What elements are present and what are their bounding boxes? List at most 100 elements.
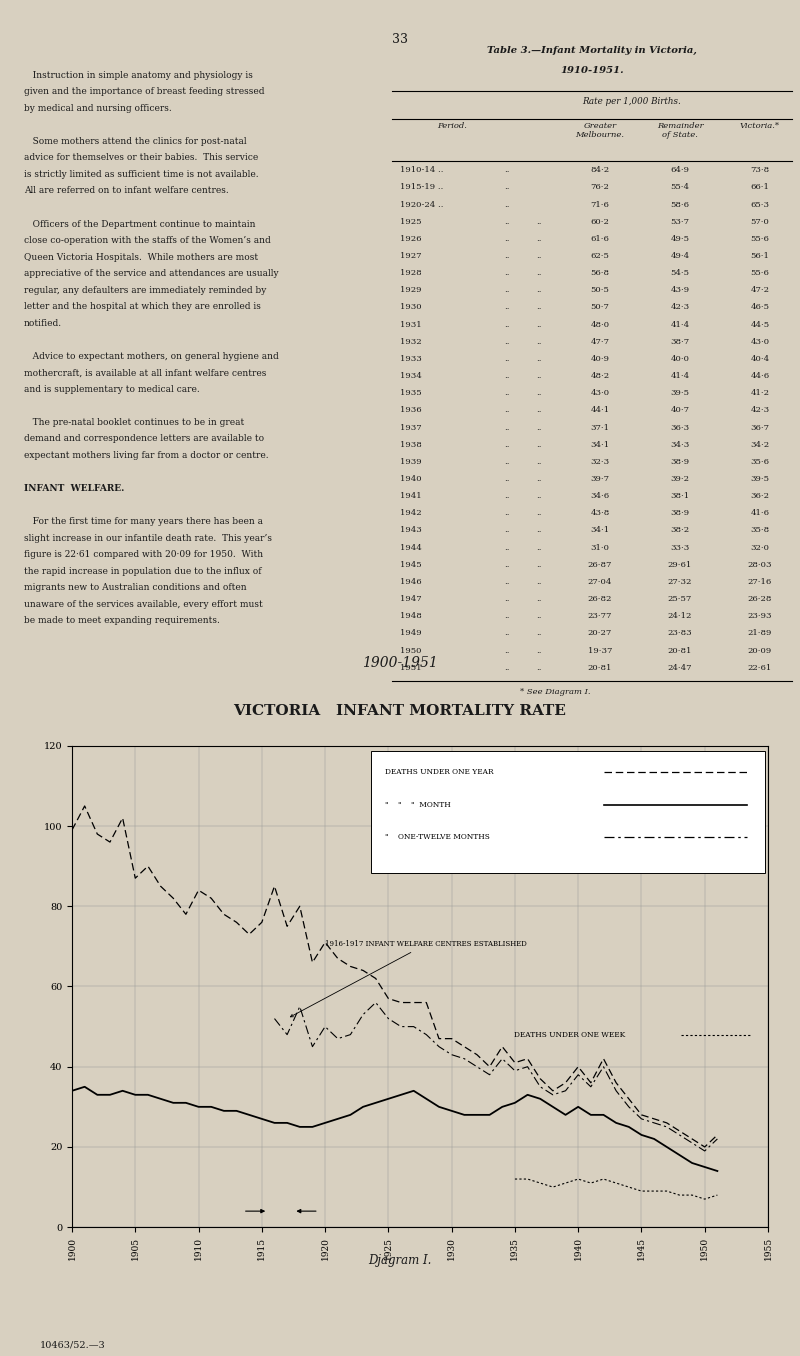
Text: ..: .. xyxy=(504,629,510,637)
Text: close co-operation with the staffs of the Women’s and: close co-operation with the staffs of th… xyxy=(24,236,270,245)
Text: 1932: 1932 xyxy=(400,338,422,346)
Text: ..: .. xyxy=(504,663,510,671)
Text: ..: .. xyxy=(536,458,542,466)
Text: 47·2: 47·2 xyxy=(750,286,770,294)
Text: 1934: 1934 xyxy=(400,372,422,380)
Text: 1929: 1929 xyxy=(400,286,422,294)
Text: 39·5: 39·5 xyxy=(750,475,770,483)
Text: 40·9: 40·9 xyxy=(590,355,610,363)
Text: ..: .. xyxy=(504,304,510,312)
Text: 1928: 1928 xyxy=(400,268,422,277)
Text: Queen Victoria Hospitals.  While mothers are most: Queen Victoria Hospitals. While mothers … xyxy=(24,252,258,262)
Text: Period.: Period. xyxy=(437,122,467,130)
Text: 44·6: 44·6 xyxy=(750,372,770,380)
Text: ..: .. xyxy=(504,544,510,552)
Text: 38·9: 38·9 xyxy=(670,458,690,466)
Text: 33·3: 33·3 xyxy=(670,544,690,552)
Text: demand and correspondence letters are available to: demand and correspondence letters are av… xyxy=(24,434,264,443)
Text: ..: .. xyxy=(536,372,542,380)
Text: ..: .. xyxy=(536,475,542,483)
Text: given and the importance of breast feeding stressed: given and the importance of breast feedi… xyxy=(24,87,265,96)
Text: ..: .. xyxy=(504,286,510,294)
Text: 49·5: 49·5 xyxy=(670,235,690,243)
Text: ..: .. xyxy=(504,167,510,174)
Text: ..: .. xyxy=(536,629,542,637)
Text: 20·81: 20·81 xyxy=(668,647,692,655)
Text: 42·3: 42·3 xyxy=(670,304,690,312)
Text: 26·28: 26·28 xyxy=(748,595,772,603)
Text: 25·57: 25·57 xyxy=(668,595,692,603)
Text: 20·27: 20·27 xyxy=(588,629,612,637)
Text: Some mothers attend the clinics for post-natal: Some mothers attend the clinics for post… xyxy=(24,137,246,146)
Text: by medical and nursing officers.: by medical and nursing officers. xyxy=(24,104,172,113)
Text: Remainder
of State.: Remainder of State. xyxy=(657,122,703,140)
Text: ..: .. xyxy=(504,492,510,500)
Text: 38·2: 38·2 xyxy=(670,526,690,534)
Text: 39·5: 39·5 xyxy=(670,389,690,397)
Text: ..: .. xyxy=(536,492,542,500)
Text: figure is 22·61 compared with 20·09 for 1950.  With: figure is 22·61 compared with 20·09 for … xyxy=(24,551,263,559)
Text: 1947: 1947 xyxy=(400,595,422,603)
Text: 1900-1951: 1900-1951 xyxy=(362,656,438,670)
Text: 60·2: 60·2 xyxy=(590,218,610,225)
Text: 23·77: 23·77 xyxy=(588,612,612,620)
Text: mothercraft, is available at all infant welfare centres: mothercraft, is available at all infant … xyxy=(24,369,266,377)
Text: 1936: 1936 xyxy=(400,407,422,415)
Text: ..: .. xyxy=(536,526,542,534)
Text: 48·0: 48·0 xyxy=(590,320,610,328)
Text: 1939: 1939 xyxy=(400,458,422,466)
Text: ..: .. xyxy=(504,183,510,191)
Text: 1927: 1927 xyxy=(400,252,422,260)
Text: letter and the hospital at which they are enrolled is: letter and the hospital at which they ar… xyxy=(24,302,261,311)
Text: 43·8: 43·8 xyxy=(590,510,610,517)
Text: Officers of the Department continue to maintain: Officers of the Department continue to m… xyxy=(24,220,255,229)
Text: ..: .. xyxy=(504,578,510,586)
Text: 44·5: 44·5 xyxy=(750,320,770,328)
Text: 24·47: 24·47 xyxy=(668,663,692,671)
Text: 55·6: 55·6 xyxy=(750,268,770,277)
Text: 23·93: 23·93 xyxy=(748,612,772,620)
Text: 76·2: 76·2 xyxy=(590,183,610,191)
Text: the rapid increase in population due to the influx of: the rapid increase in population due to … xyxy=(24,567,262,576)
Text: ..: .. xyxy=(504,320,510,328)
Text: 61·6: 61·6 xyxy=(590,235,610,243)
Text: ..: .. xyxy=(504,526,510,534)
Text: 1935: 1935 xyxy=(400,389,422,397)
Text: ..: .. xyxy=(504,441,510,449)
Text: 1910-14 ..: 1910-14 .. xyxy=(400,167,443,174)
Text: ..: .. xyxy=(536,544,542,552)
Text: 41·4: 41·4 xyxy=(670,372,690,380)
Text: ..: .. xyxy=(536,338,542,346)
Text: 1943: 1943 xyxy=(400,526,422,534)
Text: 36·2: 36·2 xyxy=(750,492,770,500)
Text: 1942: 1942 xyxy=(400,510,422,517)
Text: 46·5: 46·5 xyxy=(750,304,770,312)
Text: VICTORIA   INFANT MORTALITY RATE: VICTORIA INFANT MORTALITY RATE xyxy=(234,705,566,719)
Text: ..: .. xyxy=(536,355,542,363)
Text: ..: .. xyxy=(536,595,542,603)
Text: 20·81: 20·81 xyxy=(588,663,612,671)
Text: 1950: 1950 xyxy=(400,647,422,655)
Text: ..: .. xyxy=(536,423,542,431)
Text: 84·2: 84·2 xyxy=(590,167,610,174)
Text: ..: .. xyxy=(536,320,542,328)
Text: 35·8: 35·8 xyxy=(750,526,770,534)
Text: 47·7: 47·7 xyxy=(590,338,610,346)
Text: Advice to expectant mothers, on general hygiene and: Advice to expectant mothers, on general … xyxy=(24,351,278,361)
Text: be made to meet expanding requirements.: be made to meet expanding requirements. xyxy=(24,616,220,625)
Text: * See Diagram I.: * See Diagram I. xyxy=(520,689,590,696)
Text: "    ONE-TWELVE MONTHS: " ONE-TWELVE MONTHS xyxy=(386,833,490,841)
Text: 50·5: 50·5 xyxy=(590,286,610,294)
Text: ..: .. xyxy=(536,389,542,397)
Text: 1910-1951.: 1910-1951. xyxy=(560,66,624,76)
Text: ..: .. xyxy=(536,510,542,517)
Text: regular, any defaulters are immediately reminded by: regular, any defaulters are immediately … xyxy=(24,286,266,294)
Text: 1920-24 ..: 1920-24 .. xyxy=(400,201,443,209)
Text: 27·04: 27·04 xyxy=(588,578,612,586)
Text: 19·37: 19·37 xyxy=(588,647,612,655)
Text: 1938: 1938 xyxy=(400,441,422,449)
Text: 56·8: 56·8 xyxy=(590,268,610,277)
Text: 43·0: 43·0 xyxy=(590,389,610,397)
Text: 34·6: 34·6 xyxy=(590,492,610,500)
Text: ..: .. xyxy=(504,235,510,243)
